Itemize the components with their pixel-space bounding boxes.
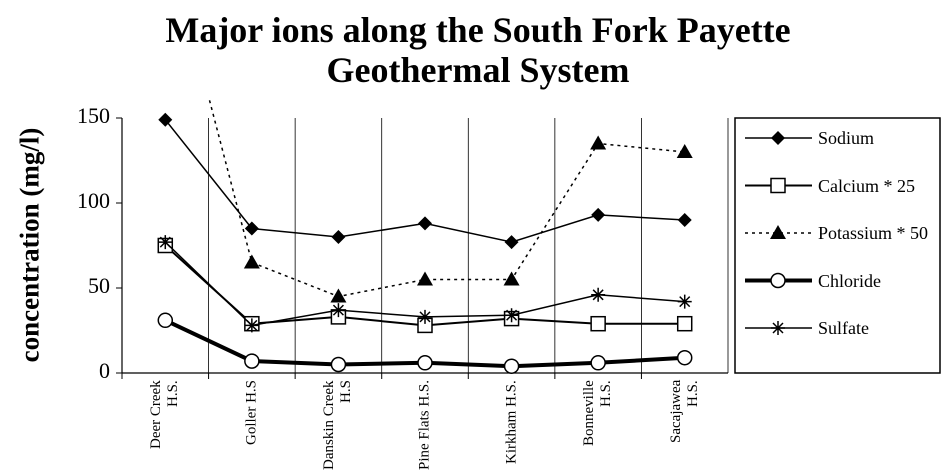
x-tick-label: Danskin Creek H.S bbox=[321, 380, 355, 470]
marker bbox=[417, 271, 433, 286]
legend-label: Sodium bbox=[818, 128, 875, 148]
x-tick-label: Pine Flats H.S. bbox=[416, 380, 433, 471]
marker bbox=[158, 235, 173, 250]
marker bbox=[676, 349, 693, 366]
legend-label: Potassium * 50 bbox=[818, 223, 929, 243]
y-tick-label: 50 bbox=[88, 273, 110, 298]
series bbox=[208, 100, 693, 303]
marker bbox=[244, 353, 260, 369]
y-axis-label: concentration (mg/l) bbox=[14, 127, 45, 363]
marker bbox=[770, 177, 786, 194]
marker bbox=[244, 318, 259, 333]
marker bbox=[503, 271, 520, 286]
series bbox=[158, 112, 692, 250]
series bbox=[157, 312, 693, 374]
marker bbox=[418, 216, 432, 231]
series bbox=[158, 235, 692, 333]
x-tick-label: Deer Creek H.S. bbox=[148, 380, 182, 449]
marker bbox=[677, 213, 692, 227]
x-tick-label: Kirkham H.S. bbox=[503, 380, 520, 464]
marker bbox=[591, 287, 606, 302]
marker bbox=[503, 358, 520, 374]
marker bbox=[330, 356, 347, 373]
marker bbox=[676, 315, 693, 332]
marker bbox=[770, 272, 786, 289]
legend-box bbox=[734, 117, 941, 374]
marker bbox=[771, 321, 785, 335]
marker bbox=[331, 303, 346, 318]
marker bbox=[331, 230, 346, 244]
marker bbox=[590, 355, 606, 371]
marker bbox=[677, 294, 692, 309]
x-tick-label: Goller H.S bbox=[243, 380, 260, 445]
marker bbox=[590, 135, 607, 150]
marker bbox=[243, 254, 260, 269]
chart-title: Major ions along the South Fork Payette … bbox=[165, 10, 791, 90]
marker bbox=[244, 221, 259, 236]
marker bbox=[771, 131, 785, 145]
y-tick-label: 100 bbox=[77, 188, 110, 213]
marker bbox=[591, 207, 606, 222]
marker bbox=[330, 288, 347, 303]
marker bbox=[417, 355, 433, 371]
legend-label: Sulfate bbox=[818, 318, 869, 338]
legend-label: Chloride bbox=[818, 270, 881, 291]
y-tick-label: 0 bbox=[99, 358, 110, 383]
x-tick-label: Bonneville H.S. bbox=[581, 380, 615, 446]
marker bbox=[418, 309, 432, 324]
marker bbox=[504, 308, 519, 323]
marker bbox=[590, 315, 606, 332]
x-tick-label: Sacajawea H.S. bbox=[667, 380, 701, 444]
marker bbox=[676, 144, 693, 158]
legend-label: Calcium * 25 bbox=[818, 175, 915, 196]
marker bbox=[157, 312, 174, 329]
marker bbox=[770, 225, 786, 239]
y-tick-label: 150 bbox=[77, 103, 110, 128]
marker bbox=[504, 235, 519, 250]
marker bbox=[158, 112, 173, 127]
